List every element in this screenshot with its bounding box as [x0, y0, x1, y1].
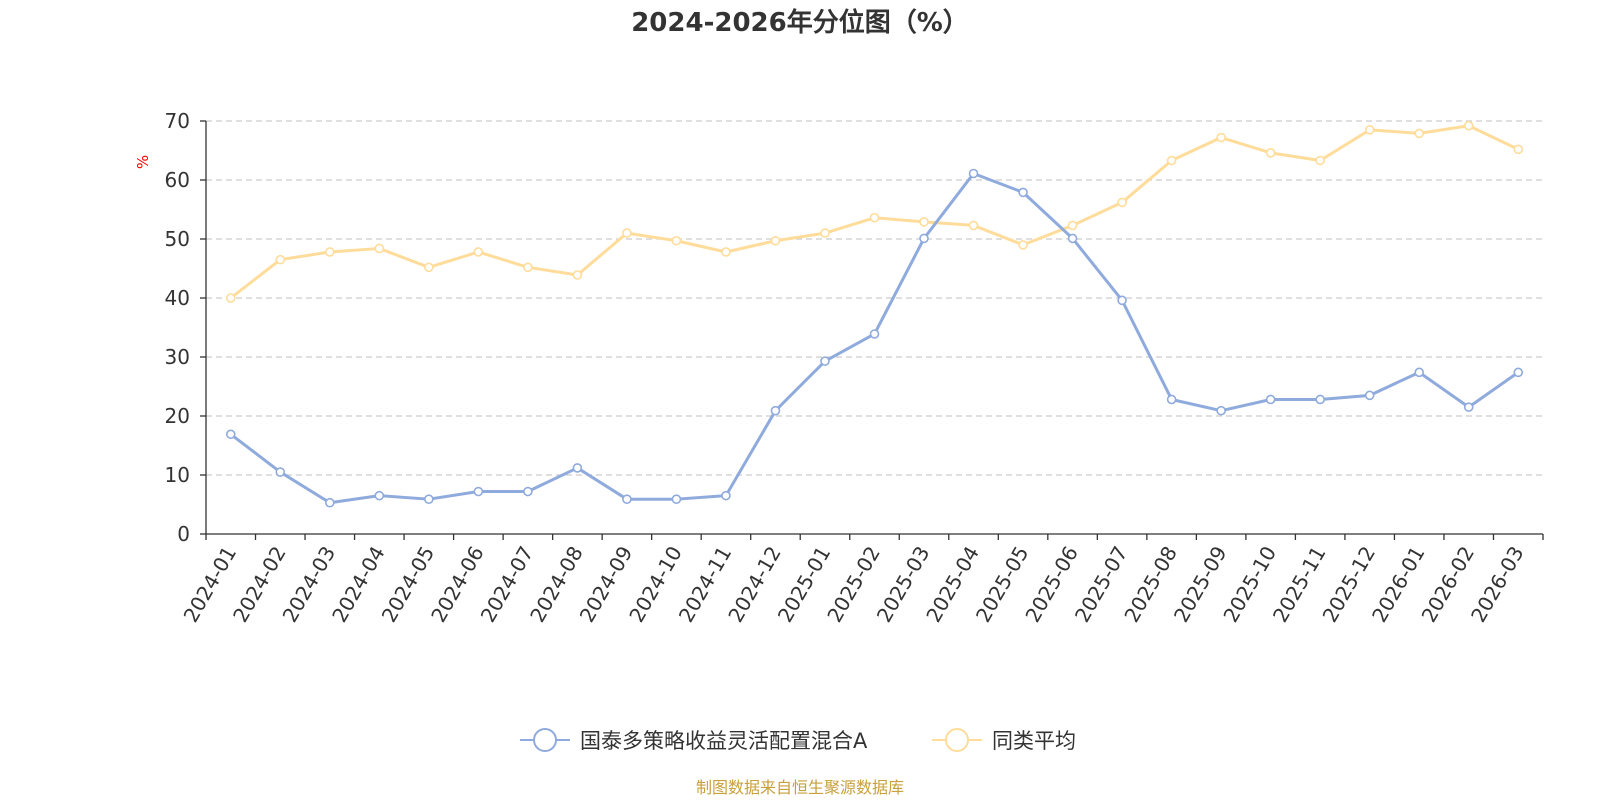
y-tick-label: 50 [165, 227, 190, 251]
series-1 [225, 120, 1524, 303]
axes: 0102030405060702024-012024-022024-032024… [165, 109, 1544, 626]
legend-item-0[interactable]: 国泰多策略收益灵活配置混合A [520, 728, 868, 753]
y-tick-label: 70 [165, 109, 190, 133]
data-point[interactable] [424, 494, 434, 504]
data-point[interactable] [374, 490, 385, 501]
data-point[interactable] [225, 293, 236, 303]
legend-label: 同类平均 [992, 729, 1076, 753]
data-point[interactable] [225, 429, 236, 440]
data-point[interactable] [275, 467, 286, 477]
data-point[interactable] [424, 262, 434, 273]
data-point[interactable] [374, 243, 385, 254]
data-point[interactable] [1166, 155, 1177, 166]
data-point[interactable] [1117, 197, 1127, 208]
legend-swatch-marker [533, 728, 557, 752]
data-point[interactable] [324, 247, 335, 257]
y-tick-label: 20 [165, 404, 190, 428]
data-point[interactable] [968, 220, 979, 231]
data-point[interactable] [820, 356, 830, 366]
data-point[interactable] [1513, 144, 1524, 155]
data-point[interactable] [968, 168, 979, 179]
data-point[interactable] [1166, 394, 1177, 405]
data-point[interactable] [523, 486, 533, 497]
data-point[interactable] [1513, 367, 1524, 378]
data-point[interactable] [1463, 120, 1474, 131]
data-point[interactable] [1315, 394, 1325, 405]
data-point[interactable] [1216, 405, 1226, 416]
data-point[interactable] [1364, 125, 1375, 135]
data-point[interactable] [671, 235, 682, 246]
legend[interactable]: 国泰多策略收益灵活配置混合A 同类平均 [520, 728, 1076, 753]
data-point[interactable] [919, 217, 929, 227]
data-point[interactable] [1018, 240, 1028, 250]
data-point[interactable] [1265, 394, 1276, 405]
y-axis-label: % [134, 155, 152, 169]
data-point[interactable] [1067, 233, 1078, 244]
data-point[interactable] [770, 405, 781, 416]
data-point[interactable] [473, 486, 484, 497]
data-point[interactable] [1067, 220, 1078, 231]
y-tick-label: 30 [165, 345, 190, 369]
data-point[interactable] [1414, 128, 1425, 139]
data-point[interactable] [1315, 155, 1325, 166]
data-point[interactable] [869, 329, 880, 339]
series-lines [225, 120, 1524, 508]
chart-title: 2024-2026年分位图（%） [631, 7, 969, 38]
data-point[interactable] [1364, 390, 1375, 401]
data-point[interactable] [1265, 148, 1276, 158]
data-point[interactable] [919, 233, 929, 244]
data-point[interactable] [671, 494, 682, 504]
data-point[interactable] [1463, 402, 1474, 412]
data-point[interactable] [721, 247, 731, 257]
series-line [229, 124, 1519, 300]
data-point[interactable] [523, 262, 533, 273]
legend-label: 国泰多策略收益灵活配置混合A [580, 729, 868, 753]
legend-swatch-marker [945, 728, 969, 752]
y-tick-label: 10 [165, 463, 190, 487]
y-tick-label: 0 [177, 522, 190, 546]
data-point[interactable] [572, 463, 583, 473]
data-point[interactable] [721, 490, 731, 501]
data-point[interactable] [1216, 132, 1226, 143]
data-point[interactable] [820, 228, 830, 238]
data-point[interactable] [1018, 187, 1028, 198]
data-point[interactable] [869, 212, 880, 223]
y-tick-label: 40 [165, 286, 190, 310]
y-tick-label: 60 [165, 168, 190, 192]
data-point[interactable] [622, 228, 632, 238]
data-point[interactable] [473, 247, 484, 257]
data-point[interactable] [572, 270, 583, 280]
data-point[interactable] [324, 497, 335, 508]
legend-item-1[interactable]: 同类平均 [932, 728, 1076, 753]
data-point[interactable] [1414, 367, 1425, 378]
data-point[interactable] [622, 494, 632, 504]
data-point[interactable] [770, 235, 781, 246]
grid-lines [206, 120, 1543, 476]
data-point[interactable] [275, 254, 286, 265]
source-note: 制图数据来自恒生聚源数据库 [696, 778, 904, 797]
series-0 [225, 168, 1524, 508]
data-point[interactable] [1117, 295, 1127, 306]
